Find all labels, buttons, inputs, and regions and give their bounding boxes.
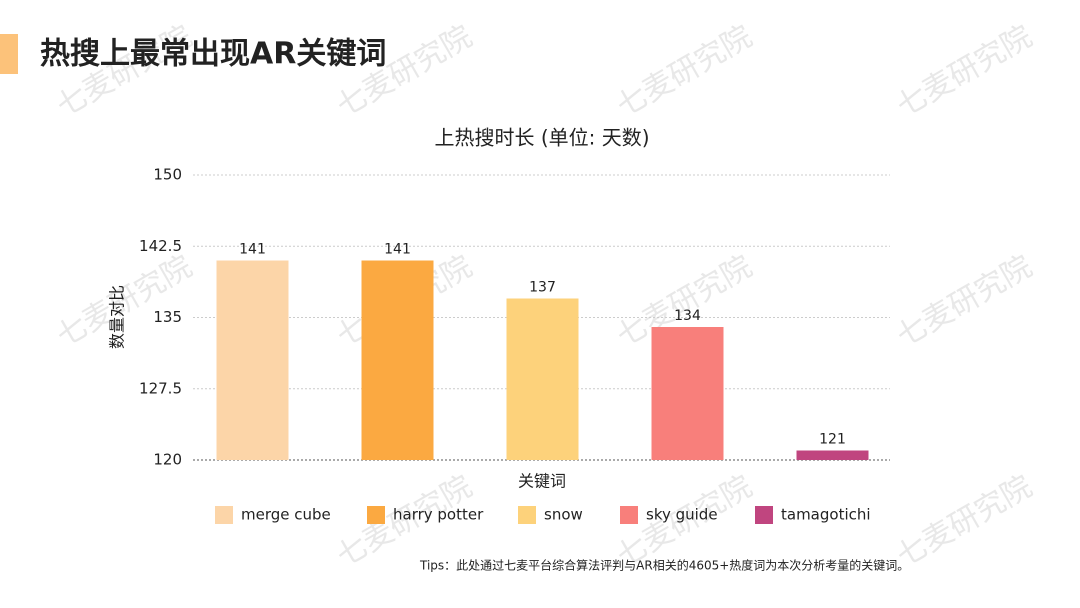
bar xyxy=(651,327,724,460)
legend-label: snow xyxy=(544,506,583,524)
watermark: 七麦研究院 xyxy=(611,19,758,124)
y-tick-label: 120 xyxy=(153,451,182,469)
legend-swatch xyxy=(755,506,773,524)
bar xyxy=(796,450,869,460)
watermark: 七麦研究院 xyxy=(891,249,1038,354)
legend-swatch xyxy=(620,506,638,524)
legend-swatch xyxy=(367,506,385,524)
y-tick-label: 135 xyxy=(153,308,182,326)
legend-label: merge cube xyxy=(241,506,331,524)
watermark: 七麦研究院 xyxy=(891,469,1038,574)
chart-title: 上热搜时长 (单位: 天数) xyxy=(434,126,649,150)
x-axis-label: 关键词 xyxy=(518,472,566,491)
tips: Tips：此处通过七麦平台综合算法评判与AR相关的4605+热度词为本次分析考量… xyxy=(419,558,909,573)
title-accent xyxy=(0,34,18,74)
legend-swatch xyxy=(215,506,233,524)
page-title: 热搜上最常出现AR关键词 xyxy=(40,37,386,72)
bar xyxy=(216,260,289,460)
watermark: 七麦研究院 xyxy=(331,19,478,124)
value-label: 141 xyxy=(239,242,266,258)
value-label: 137 xyxy=(529,280,556,296)
legend-label: tamagotichi xyxy=(781,506,871,524)
bar xyxy=(506,298,579,460)
legend-label: harry potter xyxy=(393,506,484,524)
y-tick-label: 127.5 xyxy=(139,379,182,397)
watermark: 七麦研究院 xyxy=(891,19,1038,124)
watermarks: 七麦研究院 七麦研究院 七麦研究院 七麦研究院 七麦研究院 七麦研究院 七麦研究… xyxy=(51,19,1038,574)
value-label: 141 xyxy=(384,242,411,258)
legend-swatch xyxy=(518,506,536,524)
bar xyxy=(361,260,434,460)
value-label: 121 xyxy=(819,432,846,448)
legend-label: sky guide xyxy=(646,506,718,524)
watermark: 七麦研究院 xyxy=(51,19,198,124)
y-axis-label: 数量对比 xyxy=(108,285,127,349)
value-label: 134 xyxy=(674,308,701,324)
y-tick-label: 142.5 xyxy=(139,237,182,255)
y-tick-label: 150 xyxy=(153,166,182,184)
